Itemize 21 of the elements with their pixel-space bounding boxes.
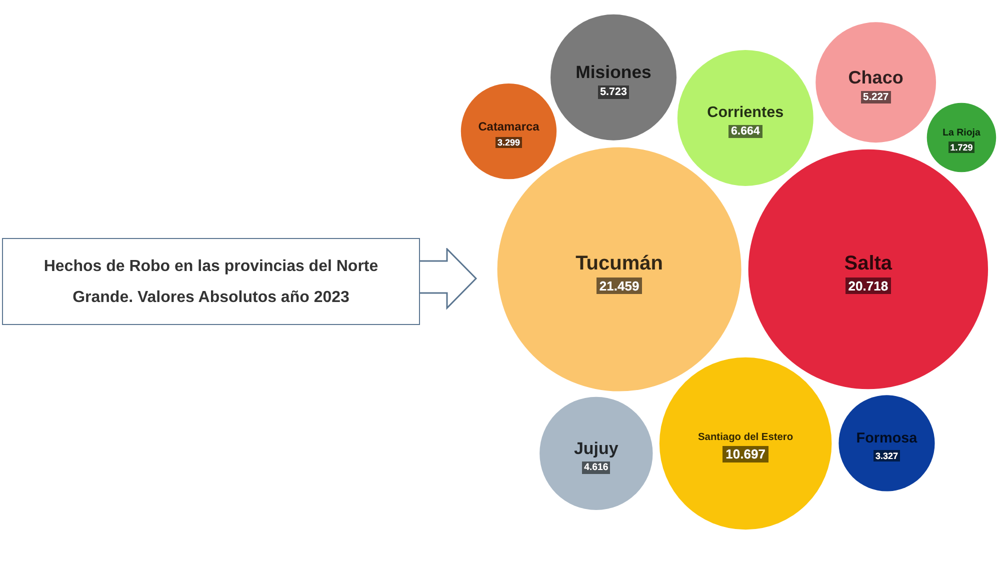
- category-label: Chaco: [848, 67, 904, 88]
- data-label: 21.459: [599, 278, 640, 294]
- data-label: 5.723: [600, 86, 627, 98]
- category-label: Misiones: [576, 62, 652, 82]
- category-label: Salta: [844, 252, 893, 274]
- category-label: Tucumán: [576, 252, 664, 274]
- data-label: 20.718: [848, 278, 888, 294]
- text: Hechos de Robo en las provincias del Norte Grande. Valores Absolutos año 2023: [42, 256, 380, 308]
- category-label: Catamarca: [478, 120, 540, 134]
- category-label: Formosa: [856, 430, 918, 447]
- data-label: 6.664: [730, 125, 760, 138]
- category-label: Santiago del Estero: [698, 432, 794, 444]
- data-label: 1.729: [950, 142, 973, 152]
- category-label: La Rioja: [942, 127, 981, 138]
- data-label: 10.697: [726, 446, 766, 462]
- data-label: 4.616: [584, 462, 608, 474]
- category-label: Corrientes: [707, 104, 784, 122]
- category-label: Jujuy: [574, 439, 619, 458]
- data-label: 5.227: [863, 92, 889, 103]
- data-label: 3.327: [875, 450, 898, 461]
- data-label: 3.299: [497, 137, 520, 148]
